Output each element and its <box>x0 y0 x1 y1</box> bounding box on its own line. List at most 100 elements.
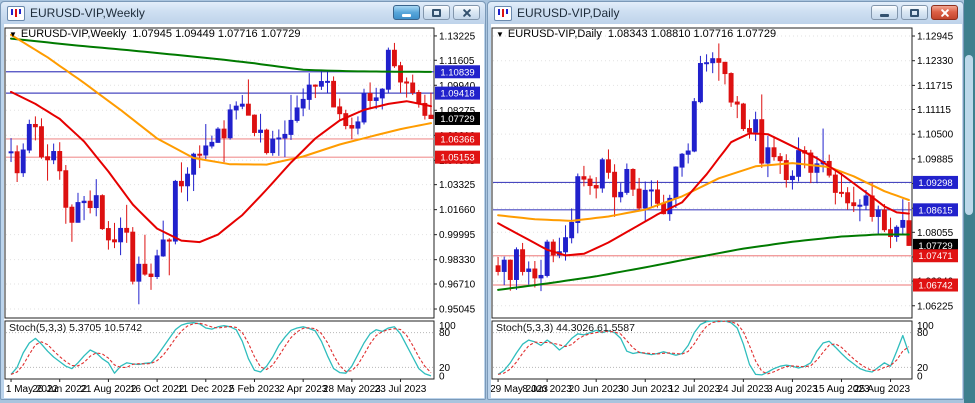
bull-candle <box>373 97 379 101</box>
price-badge-black <box>435 111 480 125</box>
chart-symbol-label: EURUSD-VIP,Daily <box>507 28 602 40</box>
price-badge-red <box>913 249 958 263</box>
bear-candle <box>367 93 373 101</box>
bear-candle <box>99 195 105 230</box>
chart-symbol-label: EURUSD-VIP,Weekly <box>20 28 127 40</box>
bull-candle <box>704 62 710 65</box>
chart-window-daily[interactable]: EURUSD-VIP,Daily 1.12945 1.12330 1.11715 1.… <box>487 1 964 400</box>
symbol-dropdown-icon[interactable]: ▼ <box>496 30 504 39</box>
bull-candle <box>900 219 906 228</box>
bull-candle <box>710 58 716 64</box>
bear-candle <box>507 259 513 280</box>
price-tick-label: 1.11605 <box>439 56 475 67</box>
chart-icon <box>7 5 25 21</box>
weekly-chart-canvas[interactable]: 1.132251.116051.099401.082751.066101.049… <box>4 24 484 398</box>
chart-ohlc-values: 1.07945 1.09449 1.07716 1.07729 <box>132 28 301 40</box>
bull-candle <box>172 180 178 242</box>
date-tick-label: 25 Aug 2023 <box>854 384 911 395</box>
bull-candle <box>544 241 550 276</box>
bear-candle <box>851 202 857 207</box>
date-tick-label: 3 Aug 2023 <box>767 384 818 395</box>
bull-candle <box>20 149 26 174</box>
bull-candle <box>300 98 306 109</box>
chart-client-daily[interactable]: 1.12945 1.12330 1.11715 1.11115 1.10500 1.098… <box>491 24 962 398</box>
bull-candle <box>857 204 863 207</box>
bear-candle <box>593 185 599 189</box>
chart-ohlc-values: 1.08343 1.08810 1.07716 1.07729 <box>607 28 777 40</box>
bear-candle <box>124 227 130 233</box>
price-badge-blue <box>435 65 480 79</box>
ma-mid-orange <box>497 162 910 222</box>
bear-candle <box>716 58 722 63</box>
chart-header-daily: ▼ EURUSD-VIP,Daily 1.08343 1.08810 1.07716… <box>496 28 776 40</box>
bull-candle <box>863 195 869 206</box>
price-badge-label: 1.10839 <box>440 67 474 78</box>
restore-button[interactable] <box>423 5 450 20</box>
bull-candle <box>136 263 142 282</box>
vertical-scrollbar[interactable] <box>965 55 973 215</box>
bear-candle <box>612 171 618 198</box>
symbol-dropdown-icon[interactable]: ▼ <box>9 30 17 39</box>
date-tick-label: 24 Jul 2023 <box>718 384 770 395</box>
price-badge-label: 1.09418 <box>440 89 474 100</box>
bear-candle <box>581 176 587 180</box>
daily-chart-canvas[interactable]: 1.12945 1.12330 1.11715 1.11115 1.10500 1.098… <box>491 24 962 398</box>
chart-client-weekly[interactable]: 1.132251.116051.099401.082751.066101.049… <box>4 24 484 398</box>
stoch-scale-label: 80 <box>917 328 929 339</box>
bear-candle <box>32 123 38 128</box>
minimize-button[interactable] <box>393 5 420 20</box>
price-badge-label: 1.06742 <box>918 281 952 292</box>
price-badge-red <box>435 132 480 146</box>
stoch-scale-label: 80 <box>439 328 451 339</box>
stoch-k-line <box>10 322 432 377</box>
bear-candle <box>783 160 789 181</box>
bull-candle <box>51 151 57 161</box>
bull-candle <box>685 150 691 155</box>
titlebar-daily[interactable]: EURUSD-VIP,Daily <box>488 2 963 24</box>
window-title: EURUSD-VIP,Weekly <box>30 6 145 20</box>
bear-candle <box>747 128 752 133</box>
close-button[interactable] <box>931 5 958 20</box>
bull-candle <box>501 259 507 272</box>
date-tick-label: 8 Jun 2023 <box>522 384 572 395</box>
bull-candle <box>288 119 294 135</box>
bear-candle <box>45 156 50 161</box>
bear-candle <box>808 152 814 173</box>
date-tick-label: 30 Jun 2023 <box>618 384 673 395</box>
bull-candle <box>93 195 99 209</box>
minimize-button[interactable] <box>871 5 898 20</box>
bull-candle <box>624 168 630 193</box>
close-button[interactable] <box>453 5 480 20</box>
bear-candle <box>881 209 887 231</box>
bull-candle <box>379 88 385 99</box>
price-badge-red <box>435 150 480 164</box>
chart-window-weekly[interactable]: EURUSD-VIP,Weekly 1.13225 1.11605 1.09940 1… <box>0 1 486 400</box>
bear-candle <box>245 103 251 116</box>
bear-candle <box>312 84 318 87</box>
bull-candle <box>81 200 87 204</box>
bear-candle <box>605 159 611 173</box>
bull-candle <box>276 137 282 140</box>
bull-candle <box>894 226 900 238</box>
bull-candle <box>239 103 245 107</box>
bull-candle <box>563 237 568 253</box>
price-tick-label: 1.01660 <box>439 205 476 216</box>
bull-candle <box>233 105 239 111</box>
bear-candle <box>404 81 410 84</box>
price-tick-label: 1.03325 <box>439 180 476 191</box>
bear-candle <box>888 229 894 238</box>
bull-candle <box>648 189 654 192</box>
titlebar-weekly[interactable]: EURUSD-VIP,Weekly <box>1 2 485 24</box>
bull-candle <box>118 227 124 243</box>
stoch-k-line <box>497 320 910 376</box>
price-badge-blue <box>913 203 958 217</box>
bull-candle <box>679 153 685 168</box>
price-tick-label: 0.96710 <box>439 280 476 291</box>
bull-candle <box>667 197 673 215</box>
restore-button[interactable] <box>901 5 928 20</box>
price-tick-label: 0.95045 <box>439 305 476 316</box>
bear-candle <box>69 206 75 223</box>
price-badge-blue <box>435 86 480 100</box>
bear-candle <box>630 168 636 190</box>
bull-candle <box>385 49 391 90</box>
